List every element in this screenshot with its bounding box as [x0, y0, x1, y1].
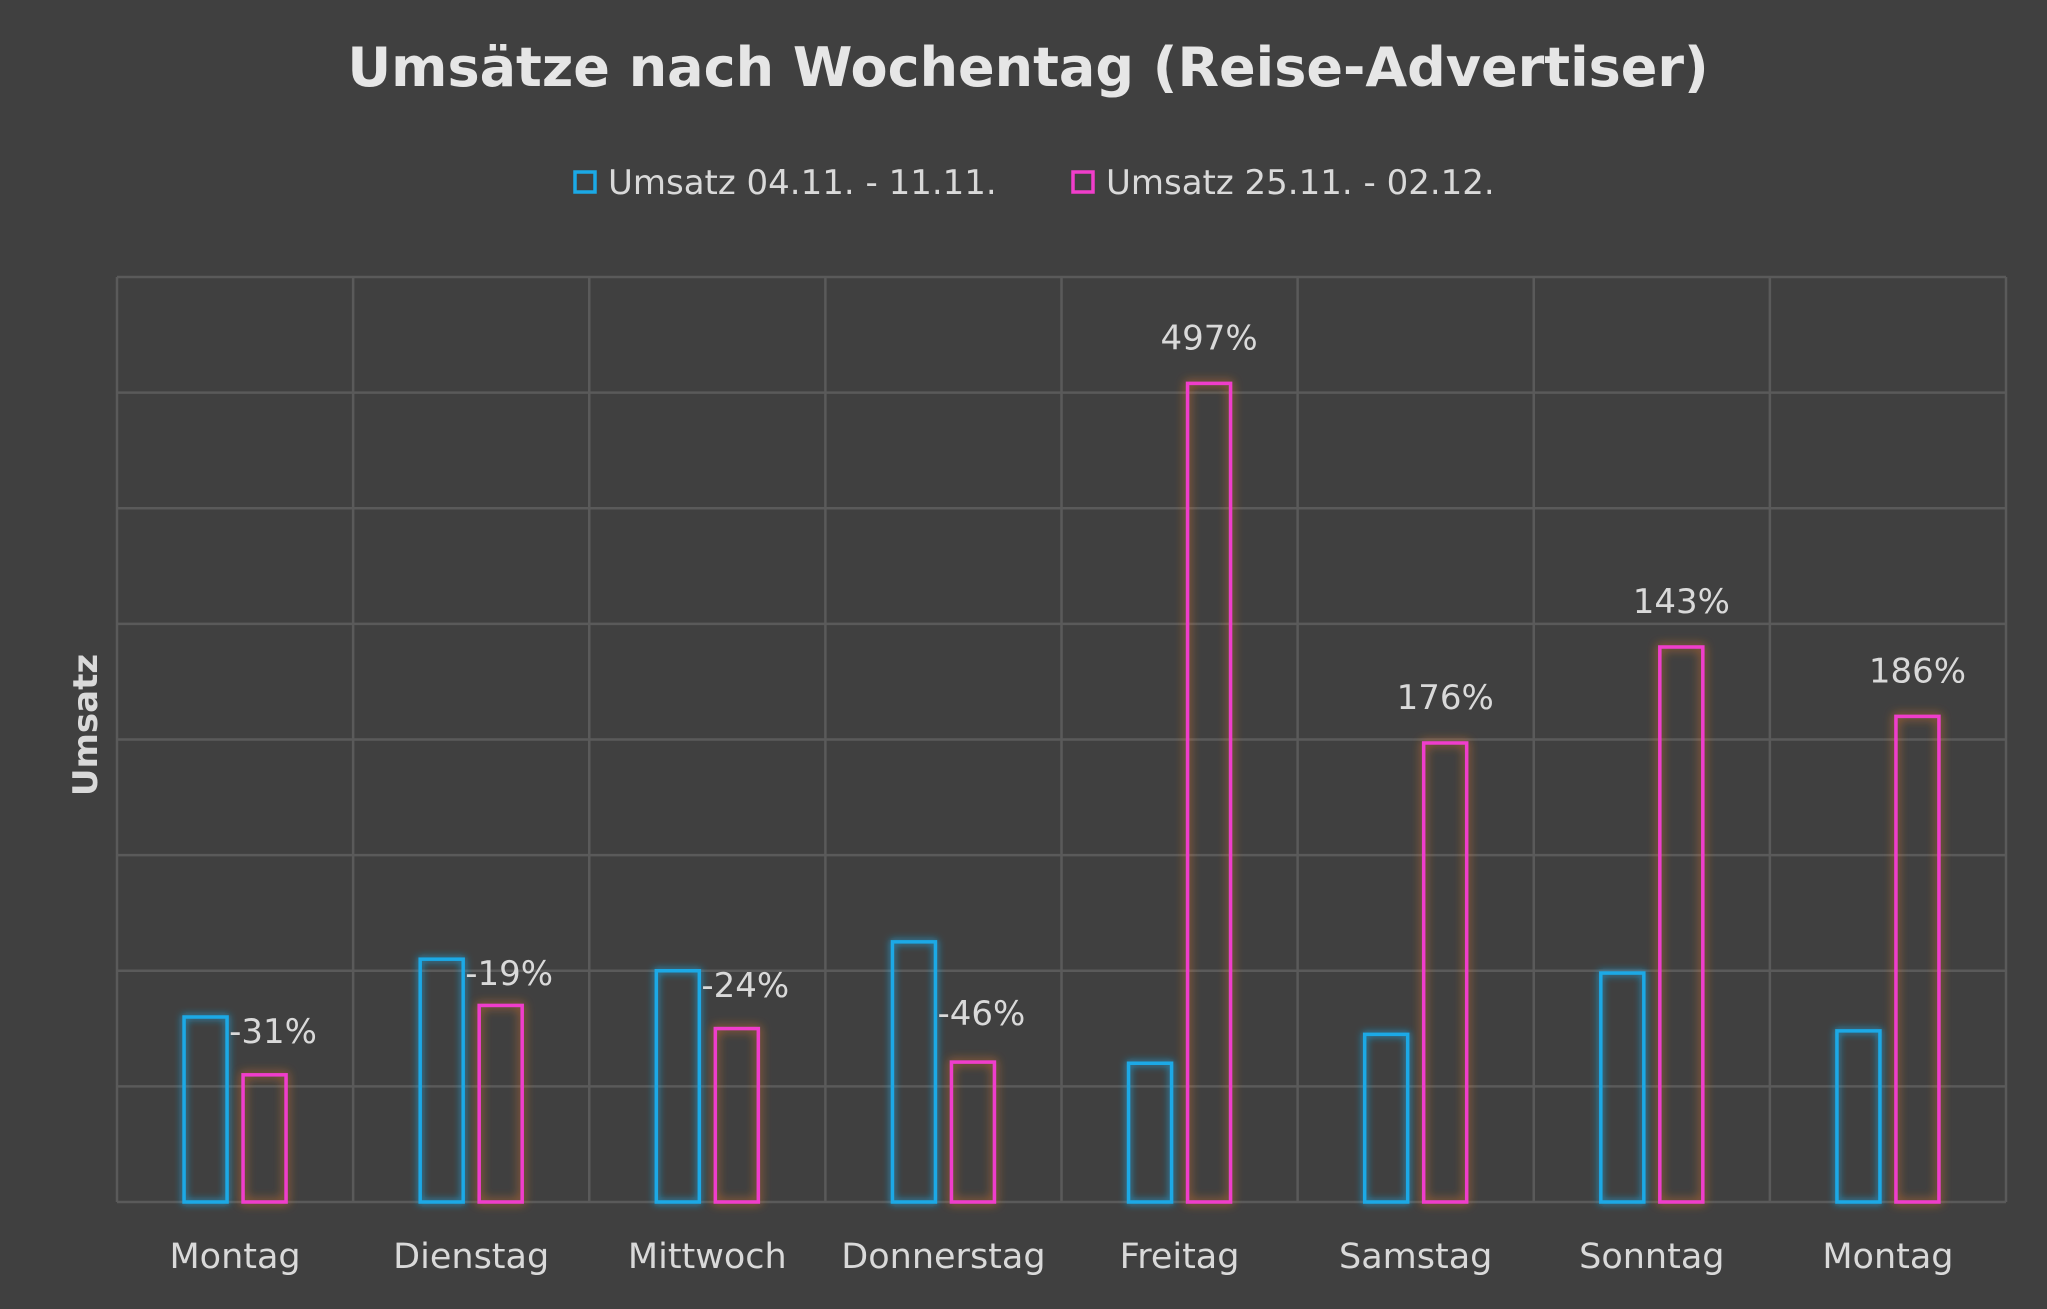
legend-item-series-1: Umsatz 04.11. - 11.11. — [573, 163, 997, 203]
data-label-7: 186% — [1869, 651, 1966, 691]
data-label-4: 497% — [1160, 318, 1257, 358]
bars — [182, 381, 1941, 1204]
bar-series-1-2 — [654, 969, 702, 1204]
bar-series-1-5 — [1362, 1032, 1410, 1204]
data-label-3: -46% — [937, 994, 1025, 1034]
data-labels: -31% -19% -24% -46% 497% 176% 143% 186% — [229, 318, 1966, 1052]
legend-label-series-2: Umsatz 25.11. - 02.12. — [1106, 163, 1495, 203]
data-label-5: 176% — [1397, 678, 1494, 718]
bar-series-1-1 — [418, 957, 465, 1204]
bar-series-2-7 — [1894, 714, 1941, 1204]
legend: Umsatz 04.11. - 11.11. Umsatz 25.11. - 0… — [573, 163, 1495, 203]
bar-series-2-5 — [1421, 741, 1469, 1204]
data-label-6: 143% — [1633, 582, 1730, 622]
bar-series-2-2 — [713, 1026, 761, 1204]
data-label-0: -31% — [229, 1012, 317, 1052]
chart-title: Umsätze nach Wochentag (Reise-Advertiser… — [347, 36, 1708, 99]
bar-series-1-3 — [890, 940, 938, 1204]
data-label-2: -24% — [701, 966, 789, 1006]
bar-series-2-3 — [949, 1060, 997, 1204]
bar-series-1-4 — [1126, 1061, 1174, 1204]
plot-grid — [115, 275, 2008, 1204]
x-tick-label-1: Dienstag — [393, 1237, 549, 1277]
bar-series-2-6 — [1658, 645, 1705, 1204]
x-tick-label-3: Donnerstag — [841, 1237, 1045, 1277]
legend-swatch-series-1 — [573, 170, 597, 194]
x-tick-label-6: Sonntag — [1579, 1237, 1724, 1277]
x-tick-label-2: Mittwoch — [628, 1237, 787, 1277]
bar-series-1-6 — [1599, 971, 1646, 1204]
x-axis-ticks: Montag Dienstag Mittwoch Donnerstag Freitag S… — [169, 1237, 1953, 1277]
legend-swatch-series-2 — [1071, 170, 1095, 194]
bar-series-2-4 — [1185, 381, 1233, 1204]
x-tick-label-0: Montag — [169, 1237, 300, 1277]
y-axis-label: Umsatz — [66, 654, 106, 796]
legend-label-series-1: Umsatz 04.11. - 11.11. — [608, 163, 997, 203]
x-tick-label-7: Montag — [1822, 1237, 1953, 1277]
x-tick-label-5: Samstag — [1339, 1237, 1492, 1277]
bar-series-2-1 — [477, 1003, 524, 1204]
legend-item-series-2: Umsatz 25.11. - 02.12. — [1071, 163, 1495, 203]
bar-series-2-0 — [241, 1073, 288, 1204]
data-label-1: -19% — [465, 954, 553, 994]
x-tick-label-4: Freitag — [1120, 1237, 1240, 1277]
bar-series-1-7 — [1835, 1029, 1882, 1204]
bar-series-1-0 — [182, 1015, 229, 1204]
